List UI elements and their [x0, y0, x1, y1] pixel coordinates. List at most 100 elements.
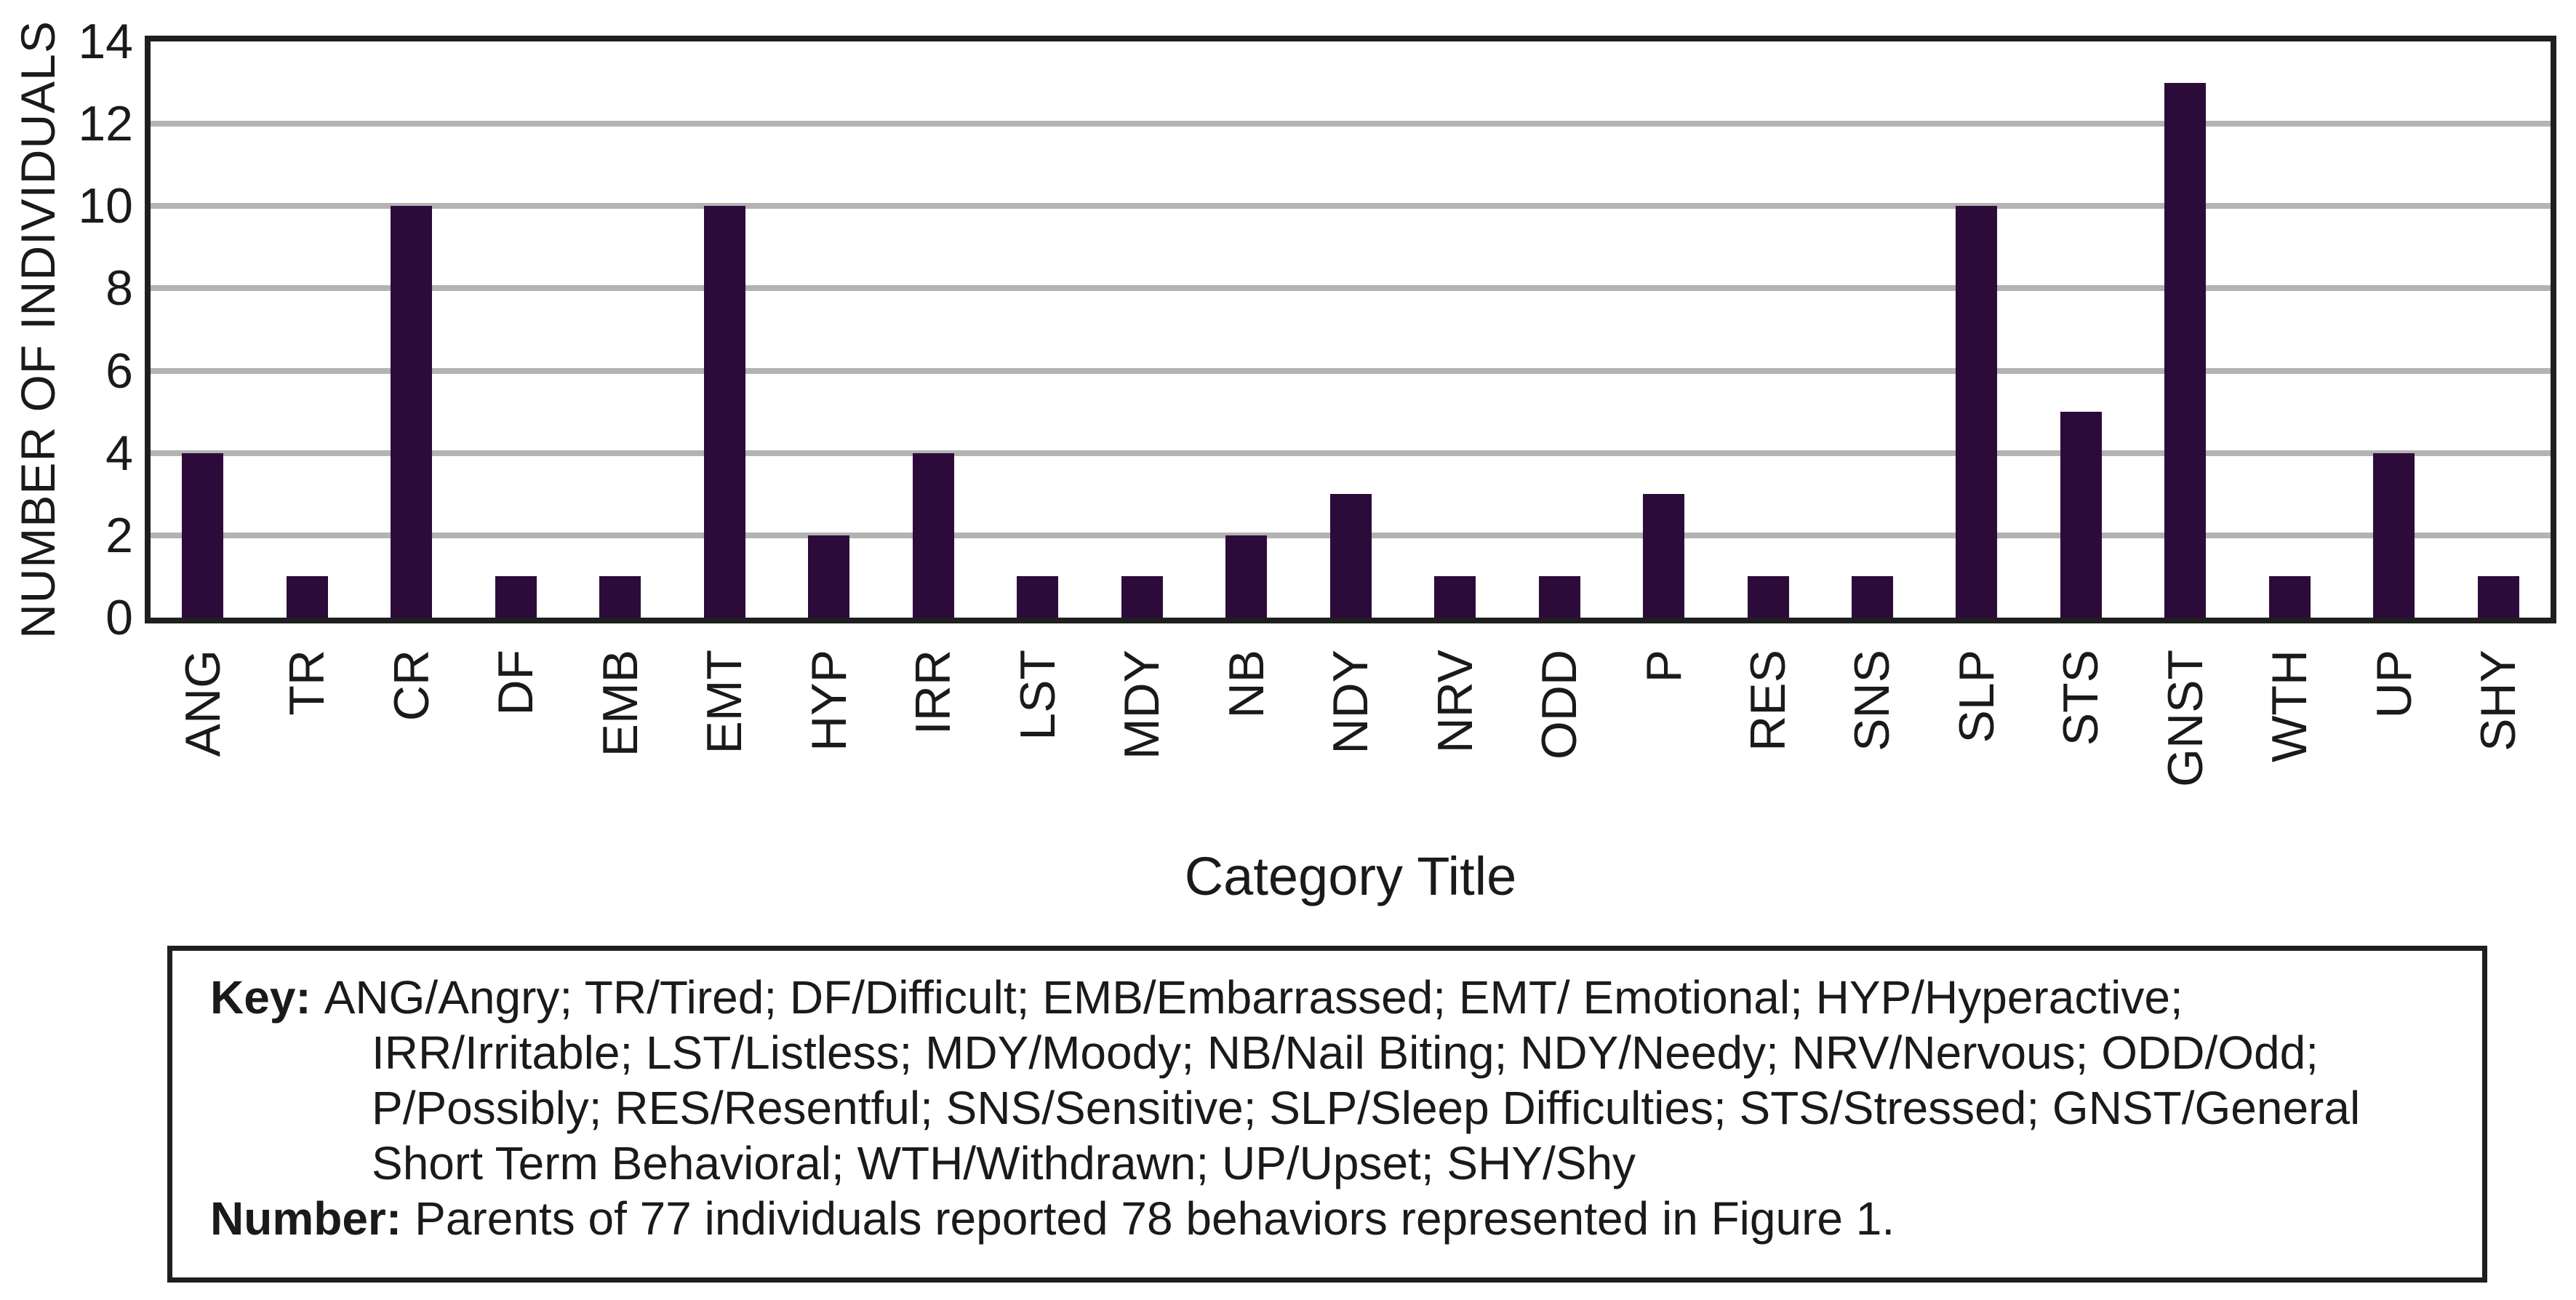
bar-slot-DF: [463, 41, 567, 618]
x-label-slot-NDY: NDY: [1298, 650, 1402, 861]
bar-NRV: [1434, 576, 1476, 618]
x-axis-title: Category Title: [1184, 846, 1517, 906]
x-label-slot-EMB: EMB: [568, 650, 672, 861]
x-label-slot-MDY: MDY: [1089, 650, 1193, 861]
x-label-slot-TR: TR: [255, 650, 359, 861]
bar-slot-CR: [359, 41, 463, 618]
bar-slot-SHY: [2447, 41, 2551, 618]
bar-slot-NDY: [1298, 41, 1402, 618]
bar-slot-ANG: [151, 41, 255, 618]
bar-HYP: [808, 535, 850, 618]
x-label-slot-ODD: ODD: [1507, 650, 1611, 861]
bar-slot-EMT: [672, 41, 776, 618]
bar-slot-SLP: [1924, 41, 2028, 618]
bar-CR: [391, 206, 433, 618]
x-label-SLP: SLP: [1948, 650, 2004, 743]
bar-slot-LST: [985, 41, 1089, 618]
bar-LST: [1017, 576, 1059, 618]
key-line-text: Short Term Behavioral; WTH/Withdrawn; UP…: [372, 1137, 1636, 1189]
gridline-10: [151, 203, 2551, 210]
bar-UP: [2373, 452, 2415, 618]
key-line-text: ANG/Angry; TR/Tired; DF/Difficult; EMB/E…: [324, 971, 2183, 1024]
bar-slot-NRV: [1403, 41, 1507, 618]
bar-P: [1643, 494, 1685, 618]
key-line-text: P/Possibly; RES/Resentful; SNS/Sensitive…: [372, 1082, 2361, 1134]
bar-WTH: [2268, 576, 2311, 618]
bar-SHY: [2477, 576, 2519, 618]
x-label-slot-STS: STS: [2029, 650, 2133, 861]
gridline-12: [151, 121, 2551, 127]
bar-slot-WTH: [2238, 41, 2342, 618]
x-label-P: P: [1636, 650, 1692, 683]
x-label-SHY: SHY: [2471, 650, 2527, 751]
x-label-slot-LST: LST: [985, 650, 1089, 861]
x-label-slot-GNST: GNST: [2133, 650, 2237, 861]
x-label-DF: DF: [488, 650, 544, 716]
y-tick-6: 6: [105, 343, 133, 399]
bar-slot-TR: [255, 41, 359, 618]
x-label-RES: RES: [1740, 650, 1796, 751]
plot-area: [145, 36, 2556, 623]
key-box: Key: ANG/Angry; TR/Tired; DF/Difficult; E…: [167, 946, 2487, 1283]
y-tick-4: 4: [105, 425, 133, 481]
y-tick-0: 0: [105, 590, 133, 645]
key-line-5: Number: Parents of 77 individuals reporte…: [210, 1191, 2460, 1246]
x-label-CR: CR: [383, 650, 439, 722]
bar-slot-MDY: [1089, 41, 1193, 618]
x-label-slot-P: P: [1612, 650, 1716, 861]
bar-slot-GNST: [2133, 41, 2237, 618]
y-tick-10: 10: [78, 178, 133, 234]
x-label-HYP: HYP: [801, 650, 857, 751]
x-label-STS: STS: [2053, 650, 2109, 746]
x-label-NDY: NDY: [1323, 650, 1379, 754]
bar-SNS: [1851, 576, 1893, 618]
x-label-slot-SLP: SLP: [1924, 650, 2028, 861]
key-line-4: Short Term Behavioral; WTH/Withdrawn; UP…: [210, 1136, 2460, 1191]
bar-slot-NB: [1194, 41, 1298, 618]
bar-series: [151, 41, 2551, 618]
x-label-slot-NB: NB: [1194, 650, 1298, 861]
x-label-slot-ANG: ANG: [151, 650, 255, 861]
x-label-slot-SHY: SHY: [2447, 650, 2551, 861]
x-label-slot-IRR: IRR: [881, 650, 985, 861]
key-line-prefix: Number:: [210, 1192, 402, 1245]
bar-slot-ODD: [1507, 41, 1611, 618]
key-line-1: Key: ANG/Angry; TR/Tired; DF/Difficult; E…: [210, 970, 2460, 1025]
x-label-NRV: NRV: [1427, 650, 1483, 754]
bar-NDY: [1329, 494, 1372, 618]
x-label-SNS: SNS: [1844, 650, 1900, 751]
bar-RES: [1747, 576, 1789, 618]
x-label-slot-EMT: EMT: [672, 650, 776, 861]
x-label-WTH: WTH: [2262, 650, 2318, 762]
y-tick-12: 12: [78, 96, 133, 152]
key-line-2: IRR/Irritable; LST/Listless; MDY/Moody; …: [210, 1025, 2460, 1080]
x-label-NB: NB: [1218, 650, 1274, 719]
x-label-slot-WTH: WTH: [2238, 650, 2342, 861]
key-line-prefix: Key:: [210, 971, 311, 1024]
x-label-slot-HYP: HYP: [777, 650, 881, 861]
x-label-slot-SNS: SNS: [1820, 650, 1924, 861]
x-label-IRR: IRR: [905, 650, 961, 735]
bar-ANG: [182, 452, 224, 618]
y-tick-8: 8: [105, 260, 133, 316]
y-tick-14: 14: [78, 14, 133, 69]
bar-DF: [495, 576, 537, 618]
bar-MDY: [1121, 576, 1163, 618]
gridline-8: [151, 285, 2551, 292]
bar-ODD: [1538, 576, 1580, 618]
gridline-4: [151, 450, 2551, 456]
x-label-EMT: EMT: [697, 650, 753, 754]
bar-slot-UP: [2342, 41, 2446, 618]
x-label-LST: LST: [1009, 650, 1065, 741]
bar-TR: [286, 576, 328, 618]
bar-EMB: [599, 576, 641, 618]
y-axis-tick-labels: 0 2 4 6 8 10 12 14: [0, 0, 133, 727]
x-label-slot-CR: CR: [359, 650, 463, 861]
bar-GNST: [2164, 82, 2207, 618]
x-label-slot-DF: DF: [463, 650, 567, 861]
key-line-text: IRR/Irritable; LST/Listless; MDY/Moody; …: [372, 1026, 2319, 1079]
bar-STS: [2060, 412, 2102, 618]
bar-SLP: [1956, 206, 1998, 618]
bar-slot-STS: [2029, 41, 2133, 618]
